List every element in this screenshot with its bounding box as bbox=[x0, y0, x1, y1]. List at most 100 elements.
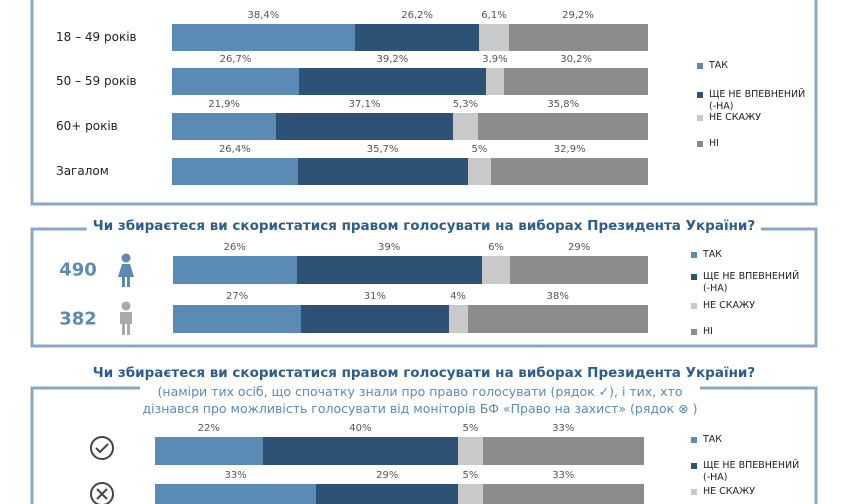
legend-swatch bbox=[691, 252, 697, 258]
bar-segment bbox=[448, 305, 468, 333]
chart-title: Чи збираєтеся ви скористатися правом гол… bbox=[86, 218, 762, 234]
value-label: 26,4% bbox=[218, 144, 251, 155]
value-label: 29,2% bbox=[562, 10, 594, 21]
value-label: 35,7% bbox=[366, 144, 399, 155]
value-label: 33% bbox=[552, 470, 575, 481]
legend-label: ЩЕ НЕ ВПЕВНЕНИЙ (-НА) bbox=[703, 271, 800, 294]
legend-label: НЕ СКАЖУ bbox=[703, 486, 756, 497]
value-label: 31% bbox=[363, 291, 386, 302]
legend-label: ТАК bbox=[709, 60, 729, 71]
chart-title: Чи збираєтеся ви скористатися правом гол… bbox=[86, 365, 762, 381]
bar-segment bbox=[172, 158, 298, 185]
value-label: 37,1% bbox=[348, 99, 381, 110]
bar-segment bbox=[296, 256, 482, 284]
bar-segment bbox=[173, 256, 297, 284]
value-label: 27% bbox=[226, 291, 249, 302]
legend-swatch bbox=[697, 63, 703, 69]
legend-swatch bbox=[691, 489, 697, 495]
cross-icon bbox=[90, 482, 114, 504]
bar-segment bbox=[155, 437, 263, 465]
bar-segment bbox=[301, 305, 449, 333]
bar-segment bbox=[354, 24, 480, 51]
category-label: 490 bbox=[59, 259, 97, 281]
legend-swatch bbox=[697, 92, 703, 98]
bar-segment bbox=[481, 256, 511, 284]
bar-segment bbox=[452, 113, 479, 140]
value-label: 5,3% bbox=[452, 99, 479, 110]
legend-swatch bbox=[691, 437, 697, 443]
legend-label: НЕ СКАЖУ bbox=[709, 112, 762, 123]
bar-segment bbox=[458, 484, 483, 504]
legend-swatch bbox=[691, 463, 697, 469]
legend-label: НІ bbox=[703, 326, 713, 337]
bar-segment bbox=[467, 305, 648, 333]
legend-swatch bbox=[697, 141, 703, 147]
bar-segment bbox=[316, 484, 459, 504]
bar-segment bbox=[458, 437, 483, 465]
value-label: 4% bbox=[450, 291, 466, 302]
bar-segment bbox=[479, 24, 509, 51]
bar-segment bbox=[172, 113, 277, 140]
bar-segment bbox=[172, 68, 300, 95]
legend-swatch bbox=[691, 274, 697, 280]
bar-segment bbox=[173, 305, 302, 333]
value-label: 39% bbox=[378, 242, 401, 253]
value-label: 6% bbox=[488, 242, 504, 253]
value-label: 29% bbox=[568, 242, 591, 253]
bar-segment bbox=[510, 256, 648, 284]
check-icon bbox=[90, 436, 114, 460]
value-label: 29% bbox=[376, 470, 399, 481]
legend-swatch bbox=[691, 329, 697, 335]
value-label: 35,8% bbox=[547, 99, 580, 110]
value-label: 22% bbox=[197, 423, 220, 434]
value-label: 5% bbox=[471, 144, 488, 155]
category-label: 50 – 59 років bbox=[56, 73, 137, 88]
legend-label: ТАК bbox=[703, 249, 723, 260]
category-label: 60+ років bbox=[56, 118, 118, 133]
value-label: 30,2% bbox=[560, 54, 592, 65]
legend-label: НЕ СКАЖУ bbox=[703, 300, 756, 311]
value-label: 39,2% bbox=[376, 54, 409, 65]
bar-segment bbox=[276, 113, 453, 140]
bar-segment bbox=[504, 68, 648, 95]
bar-segment bbox=[482, 484, 644, 504]
value-label: 33% bbox=[224, 470, 247, 481]
bar-segment bbox=[467, 158, 492, 185]
value-label: 38,4% bbox=[247, 10, 280, 21]
value-label: 5% bbox=[462, 470, 479, 481]
legend-label: ЩЕ НЕ ВПЕВНЕНИЙ (-НА) bbox=[703, 460, 800, 483]
legend-label: ЩЕ НЕ ВПЕВНЕНИЙ (-НА) bbox=[709, 89, 806, 112]
value-label: 26,7% bbox=[219, 54, 252, 65]
legend-label: НІ bbox=[709, 138, 719, 149]
value-label: 33% bbox=[552, 423, 575, 434]
category-label: 382 bbox=[59, 308, 97, 330]
bar-segment bbox=[491, 158, 648, 185]
bar-segment bbox=[297, 158, 468, 185]
frame bbox=[30, 0, 818, 206]
legend-swatch bbox=[691, 303, 697, 309]
legend-label: ТАК bbox=[703, 434, 723, 445]
bar-segment bbox=[482, 437, 644, 465]
bar-segment bbox=[155, 484, 317, 504]
value-label: 6,1% bbox=[481, 10, 507, 21]
bar-segment bbox=[299, 68, 486, 95]
value-label: 5% bbox=[462, 423, 479, 434]
category-label: Загалом bbox=[56, 163, 109, 178]
bar-segment bbox=[172, 24, 355, 51]
male-icon bbox=[120, 301, 132, 335]
value-label: 26,2% bbox=[401, 10, 434, 21]
legend-swatch bbox=[697, 115, 703, 121]
category-label: 18 – 49 років bbox=[56, 29, 137, 44]
bar-segment bbox=[478, 113, 649, 140]
value-label: 3,9% bbox=[482, 54, 508, 65]
value-label: 32,9% bbox=[553, 144, 586, 155]
female-icon bbox=[118, 253, 134, 287]
bar-segment bbox=[485, 68, 505, 95]
value-label: 26% bbox=[223, 242, 246, 253]
value-label: 38% bbox=[546, 291, 569, 302]
value-label: 21,9% bbox=[208, 99, 240, 110]
chart-subtitle: (наміри тих осіб, що спочатку знали про … bbox=[140, 383, 700, 417]
value-label: 40% bbox=[349, 423, 372, 434]
bar-segment bbox=[508, 24, 648, 51]
